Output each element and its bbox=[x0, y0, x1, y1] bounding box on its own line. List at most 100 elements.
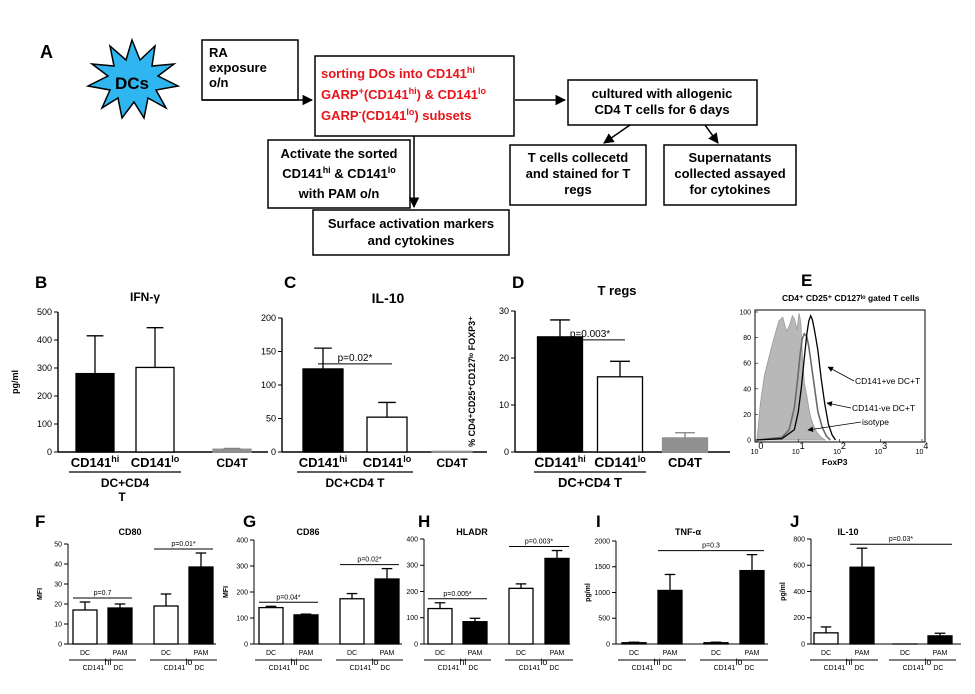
category-label: PAM bbox=[194, 650, 209, 657]
bar bbox=[739, 569, 765, 645]
text-span: hi bbox=[111, 454, 119, 464]
chart-title: IL-10 bbox=[372, 290, 405, 306]
y-tick-label: 300 bbox=[406, 563, 418, 570]
bar bbox=[258, 606, 284, 645]
text-span: + bbox=[359, 86, 364, 96]
p-value-label: p=0.3 bbox=[702, 543, 720, 550]
box-activate bbox=[267, 139, 411, 209]
y-tick-label: 600 bbox=[793, 563, 805, 570]
text-span: DC bbox=[852, 665, 864, 672]
text-span: CD141 bbox=[299, 455, 339, 470]
text-span: hi bbox=[290, 657, 297, 667]
y-tick-label: 150 bbox=[261, 347, 276, 357]
y-tick-label: 400 bbox=[236, 537, 248, 544]
category-label: DC bbox=[266, 650, 276, 657]
y-tick-label: 200 bbox=[37, 391, 52, 401]
y-tick-label: 20 bbox=[54, 601, 62, 608]
bar bbox=[212, 448, 252, 453]
p-value-label: p=0.01* bbox=[171, 541, 196, 548]
text-span: lo bbox=[638, 454, 647, 464]
group-label: CD141lo DC bbox=[519, 657, 560, 672]
histogram-cd141-pos bbox=[756, 314, 837, 441]
text-span: hi bbox=[578, 454, 586, 464]
category-label: PAM bbox=[468, 650, 483, 657]
text-span: DC bbox=[931, 665, 943, 672]
text-span: DC bbox=[378, 665, 390, 672]
chart-title: IL-10 bbox=[837, 527, 858, 537]
y-tick-label: 0 bbox=[414, 641, 418, 648]
text-span: o/n bbox=[209, 75, 229, 90]
y-tick-label: 300 bbox=[236, 563, 248, 570]
text-span: lo bbox=[735, 657, 742, 667]
group-label: CD141hi DC bbox=[269, 657, 310, 672]
group-label: CD141lo DC bbox=[714, 657, 755, 672]
facs-y-tick: 100 bbox=[739, 310, 751, 317]
facs-legend-pos: CD141+ve DC+T bbox=[855, 376, 920, 386]
y-tick-label: 100 bbox=[406, 615, 418, 622]
category-label: DC bbox=[629, 650, 639, 657]
text-span: DC bbox=[660, 665, 672, 672]
y-tick-label: 0 bbox=[271, 447, 276, 457]
category-label-hi: CD141hi bbox=[71, 454, 119, 470]
group-label: CD141lo DC bbox=[350, 657, 391, 672]
bar bbox=[107, 607, 133, 645]
text-span: 0 bbox=[758, 441, 763, 451]
facs-x-tick: 100 bbox=[751, 441, 764, 456]
bar bbox=[153, 605, 179, 645]
bar bbox=[849, 566, 875, 645]
star-label: DCs bbox=[115, 74, 149, 93]
facs-y-tick: 60 bbox=[743, 361, 751, 368]
y-tick-label: 1500 bbox=[594, 564, 610, 571]
y-tick-label: 100 bbox=[261, 380, 276, 390]
text-span: 10 bbox=[751, 449, 759, 456]
box-super-text: Supernatants collected assayed for cytokin… bbox=[674, 150, 785, 197]
bar bbox=[75, 372, 115, 453]
text-span: DC bbox=[111, 665, 123, 672]
box-culture bbox=[567, 79, 758, 126]
text-span: ) subsets bbox=[414, 108, 471, 123]
box-surface bbox=[312, 209, 510, 256]
chart-title: IFN-γ bbox=[130, 290, 160, 304]
text-span: DC bbox=[547, 665, 559, 672]
category-label: PAM bbox=[299, 650, 314, 657]
panel-j-chart: J IL-10 0 200 400 600 800 pg/ml p=0.03* DC PAM DC PA… bbox=[780, 512, 961, 672]
box-super bbox=[663, 144, 797, 206]
y-axis-label: MFI bbox=[223, 586, 230, 598]
panel-letter: J bbox=[790, 512, 799, 531]
box-sort-text: sorting DOs into CD141hi GARP+(CD141hi) &… bbox=[321, 65, 487, 123]
y-tick-label: 0 bbox=[58, 641, 62, 648]
facs-y-tick: 20 bbox=[743, 412, 751, 419]
text-span: lo bbox=[406, 107, 415, 117]
text-span: & CD141 bbox=[331, 166, 388, 181]
bar bbox=[657, 589, 683, 645]
p-value-label: p=0.7 bbox=[94, 590, 112, 597]
facs-y-tick: 80 bbox=[743, 335, 751, 342]
text-span: hi bbox=[339, 454, 347, 464]
text-span: lo bbox=[403, 454, 412, 464]
facs-y-tick: 0 bbox=[747, 438, 751, 445]
bar bbox=[293, 614, 319, 645]
group-label: CD141hi DC bbox=[83, 657, 124, 672]
text-span: 10 bbox=[916, 449, 924, 456]
y-tick-label: 800 bbox=[793, 536, 805, 543]
y-axis-label: pg/ml bbox=[585, 583, 592, 602]
facs-x-tick: 101 bbox=[792, 441, 805, 456]
bar bbox=[813, 632, 839, 645]
text-span: collected assayed bbox=[674, 166, 785, 181]
y-tick-label: 400 bbox=[406, 536, 418, 543]
bar bbox=[661, 437, 709, 453]
category-label: DC bbox=[711, 650, 721, 657]
category-label: DC bbox=[347, 650, 357, 657]
group-label: DC+CD4 bbox=[101, 476, 150, 490]
bar bbox=[427, 607, 453, 645]
group-label: CD141hi DC bbox=[632, 657, 673, 672]
text-span: CD141 bbox=[632, 665, 654, 672]
category-label: DC bbox=[435, 650, 445, 657]
facs-legend-neg: CD141-ve DC+T bbox=[852, 403, 915, 413]
y-tick-label: 20 bbox=[499, 353, 509, 363]
category-label: DC bbox=[161, 650, 171, 657]
text-span: hi bbox=[104, 657, 111, 667]
